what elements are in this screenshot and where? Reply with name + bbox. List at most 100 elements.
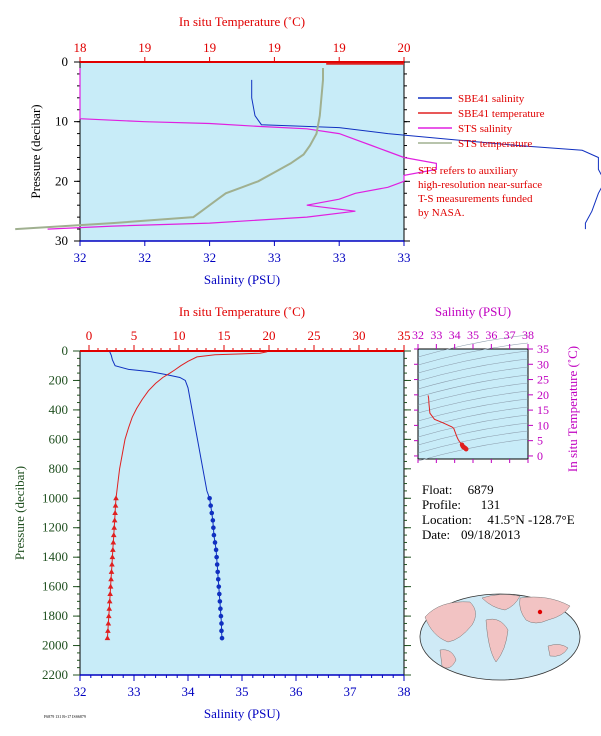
temperature-marker	[104, 635, 111, 641]
float-info-value: 131	[481, 497, 501, 512]
main-chart-y-tick-label: 1400	[42, 549, 68, 564]
temperature-marker	[106, 605, 113, 611]
top-chart-series-sbe41-salinity	[251, 79, 601, 230]
ts-density-contour	[417, 350, 529, 374]
float-info-value: 41.5°N -128.7°E	[487, 512, 574, 527]
top-chart-sal-tick-label: 32	[74, 250, 87, 265]
ts-density-contour	[417, 398, 529, 422]
salinity-marker	[219, 635, 225, 641]
salinity-marker	[213, 547, 219, 553]
main-chart-sal-tick-label: 34	[182, 684, 196, 699]
temperature-marker	[107, 591, 113, 596]
legend-label: SBE41 temperature	[458, 108, 545, 120]
ts-point	[464, 447, 469, 452]
main-chart-temp-tick-label: 0	[86, 328, 93, 343]
world-map	[419, 593, 581, 681]
main-chart-temp-tick-label: 20	[263, 328, 276, 343]
main-chart-sal-axis-title: Salinity (PSU)	[204, 706, 280, 721]
salinity-marker	[215, 569, 220, 575]
top-chart-temp-tick-label: 18	[74, 40, 87, 55]
main-chart-temp-tick-label: 30	[353, 328, 366, 343]
main-chart-y-axis-title: Pressure (decibar)	[12, 466, 27, 560]
main-chart-y-tick-label: 800	[49, 461, 69, 476]
map-land	[485, 618, 509, 663]
main-chart-temp-tick-label: 5	[131, 328, 138, 343]
legend-label: STS salinity	[458, 123, 513, 135]
top-chart-y-tick-label: 0	[62, 54, 69, 69]
ts-density-contours	[417, 334, 529, 462]
ts-sal-tick-label: 37	[504, 328, 516, 342]
top-chart-temp-tick-label: 19	[333, 40, 346, 55]
main-chart-y-tick-label: 2000	[42, 638, 68, 653]
temperature-marker	[105, 620, 112, 626]
main-chart-sal-tick-label: 35	[236, 684, 249, 699]
temperature-marker	[105, 627, 111, 633]
float-location-marker	[537, 609, 543, 615]
ts-sal-tick-label: 38	[522, 328, 534, 342]
ts-density-contour	[417, 414, 529, 438]
temperature-marker	[109, 561, 115, 567]
main-chart-y-tick-label: 1800	[42, 608, 68, 623]
top-chart-sal-tick-label: 32	[203, 250, 216, 265]
temperature-marker	[110, 546, 116, 552]
temperature-marker	[111, 517, 118, 523]
ts-density-contour	[417, 422, 529, 446]
salinity-marker	[211, 525, 216, 531]
ts-sal-tick-label: 33	[430, 328, 442, 342]
ts-sal-tick-label: 32	[412, 328, 424, 342]
salinity-marker	[215, 576, 221, 582]
salinity-marker	[216, 584, 222, 589]
ts-density-contour	[417, 358, 529, 382]
ts-density-contour	[417, 342, 529, 366]
float-info-label: Date:	[422, 527, 450, 542]
temperature-marker	[106, 613, 112, 619]
footer-code: F6879 131 B+17 ISS6879	[44, 714, 86, 719]
main-chart-sal-tick-label: 32	[74, 684, 87, 699]
ts-temp-tick-label: 25	[537, 373, 549, 387]
main-chart-temp-tick-label: 15	[218, 328, 231, 343]
main-chart-y-tick-label: 1000	[42, 490, 68, 505]
main-plot-area	[79, 350, 405, 676]
top-chart-y-axis-title: Pressure (decibar)	[28, 104, 43, 198]
temperature-marker	[112, 502, 119, 508]
main-chart-temp-tick-label: 35	[398, 328, 411, 343]
salinity-marker	[218, 613, 224, 619]
temperature-marker	[113, 495, 119, 501]
sts-note-line: by NASA.	[418, 207, 465, 219]
ts-density-contour	[417, 374, 529, 398]
top-chart-y-tick-label: 30	[55, 233, 68, 248]
ts-density-contour	[417, 430, 529, 454]
main-chart-sal-tick-label: 37	[344, 684, 358, 699]
temperature-marker	[109, 554, 116, 560]
ts-density-contour	[417, 366, 529, 390]
top-chart-y-tick-label: 20	[55, 173, 68, 188]
top-chart-series-sts-salinity	[47, 68, 437, 230]
top-chart-temp-tick-label: 19	[138, 40, 151, 55]
temperature-marker	[106, 598, 113, 604]
salinity-marker	[210, 518, 216, 523]
temperature-marker	[107, 583, 114, 589]
main-chart-temp-axis-title: In situ Temperature (˚C)	[179, 304, 305, 319]
ts-sal-tick-label: 36	[485, 328, 497, 342]
ts-density-contour	[417, 382, 529, 406]
temperature-marker	[110, 539, 117, 545]
float-info-label: Float:	[422, 482, 452, 497]
ts-sal-tick-label: 35	[467, 328, 479, 342]
main-chart-temp-tick-label: 25	[308, 328, 321, 343]
float-info-label: Profile:	[422, 497, 461, 512]
main-chart-sal-tick-label: 33	[128, 684, 141, 699]
temperature-marker	[112, 510, 118, 515]
top-chart-temp-tick-label: 20	[398, 40, 411, 55]
salinity-marker	[219, 621, 224, 626]
ts-temp-tick-label: 10	[537, 418, 549, 432]
ts-temp-tick-label: 15	[537, 403, 549, 417]
salinity-marker	[218, 606, 223, 612]
salinity-marker	[209, 510, 215, 516]
salinity-marker	[219, 628, 224, 634]
ts-plot-area	[417, 348, 529, 460]
main-chart-sal-tick-label: 36	[290, 684, 304, 699]
ts-density-contour	[417, 406, 529, 430]
top-chart-temp-tick-label: 19	[268, 40, 281, 55]
map-land	[519, 596, 571, 624]
